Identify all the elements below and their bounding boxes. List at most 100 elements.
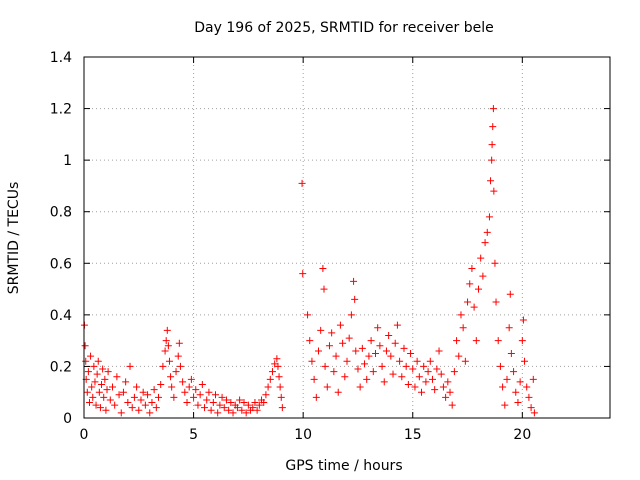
data-point <box>144 391 152 399</box>
data-point <box>98 380 106 388</box>
data-point <box>479 272 487 280</box>
data-point <box>299 270 307 278</box>
data-point <box>104 368 112 376</box>
data-point <box>376 342 384 350</box>
data-point <box>398 373 406 381</box>
data-point <box>81 342 89 350</box>
data-point <box>320 285 328 293</box>
data-point <box>374 324 382 332</box>
data-point <box>339 339 347 347</box>
data-point <box>505 324 513 332</box>
data-point <box>275 373 283 381</box>
data-point <box>194 401 202 409</box>
data-point <box>137 396 145 404</box>
data-point <box>304 311 312 319</box>
data-point <box>411 383 419 391</box>
data-point <box>378 362 386 370</box>
data-point <box>485 213 493 221</box>
data-point <box>174 352 182 360</box>
data-point <box>264 383 272 391</box>
data-point <box>236 396 244 404</box>
data-point <box>176 362 184 370</box>
data-point <box>332 352 340 360</box>
data-point <box>91 378 99 386</box>
data-point <box>439 383 447 391</box>
data-point <box>343 357 351 365</box>
data-point <box>128 404 136 412</box>
data-point <box>94 357 102 365</box>
data-point <box>529 375 537 383</box>
data-point <box>325 342 333 350</box>
data-point <box>415 373 423 381</box>
data-point <box>491 259 499 267</box>
data-point <box>84 368 92 376</box>
data-point <box>328 329 336 337</box>
data-point <box>216 401 224 409</box>
data-point <box>126 362 134 370</box>
data-point <box>83 388 91 396</box>
data-point <box>306 337 314 345</box>
y-tick-labels: 0 0.2 0.4 0.6 0.8 1 1.2 1.4 <box>50 50 72 427</box>
data-point <box>492 298 500 306</box>
data-point <box>96 404 104 412</box>
y-tick-label: 0.8 <box>50 205 72 221</box>
data-point <box>111 401 119 409</box>
data-point <box>516 378 524 386</box>
data-point <box>472 337 480 345</box>
data-point <box>435 347 443 355</box>
data-point <box>161 347 169 355</box>
data-point <box>172 368 180 376</box>
data-point <box>404 380 412 388</box>
data-point <box>119 388 127 396</box>
data-point <box>242 409 250 417</box>
data-point <box>130 393 138 401</box>
data-point <box>240 399 248 407</box>
data-point <box>453 337 461 345</box>
data-point <box>477 254 485 262</box>
data-point <box>185 383 193 391</box>
data-point <box>424 368 432 376</box>
data-point <box>365 352 373 360</box>
data-point <box>413 357 421 365</box>
data-point <box>274 362 282 370</box>
data-point <box>155 393 163 401</box>
data-point <box>106 396 114 404</box>
data-point <box>503 375 511 383</box>
data-point <box>229 409 237 417</box>
data-point <box>273 355 281 363</box>
data-point <box>214 409 222 417</box>
data-point <box>518 337 526 345</box>
data-point <box>163 326 171 334</box>
x-tick-label: 0 <box>80 427 89 443</box>
y-tick-label: 0.2 <box>50 359 72 375</box>
data-point <box>187 375 195 383</box>
data-point <box>262 391 270 399</box>
data-point <box>347 311 355 319</box>
data-point <box>488 156 496 164</box>
data-point <box>334 388 342 396</box>
data-point <box>525 393 533 401</box>
data-point <box>409 365 417 373</box>
data-point <box>93 370 101 378</box>
data-point <box>448 401 456 409</box>
data-point <box>315 347 323 355</box>
data-point <box>402 362 410 370</box>
data-point <box>122 378 130 386</box>
data-point <box>90 362 98 370</box>
data-point <box>487 177 495 185</box>
data-point <box>488 141 496 149</box>
data-point <box>196 391 204 399</box>
data-point <box>387 352 395 360</box>
data-point <box>371 350 379 358</box>
data-point <box>466 280 474 288</box>
data-point <box>95 388 103 396</box>
data-point <box>103 386 111 394</box>
data-point <box>87 352 95 360</box>
data-point <box>117 409 125 417</box>
data-point <box>433 365 441 373</box>
data-point <box>102 406 110 414</box>
data-point <box>244 401 252 409</box>
plot-frame <box>83 56 611 419</box>
data-point <box>181 388 189 396</box>
